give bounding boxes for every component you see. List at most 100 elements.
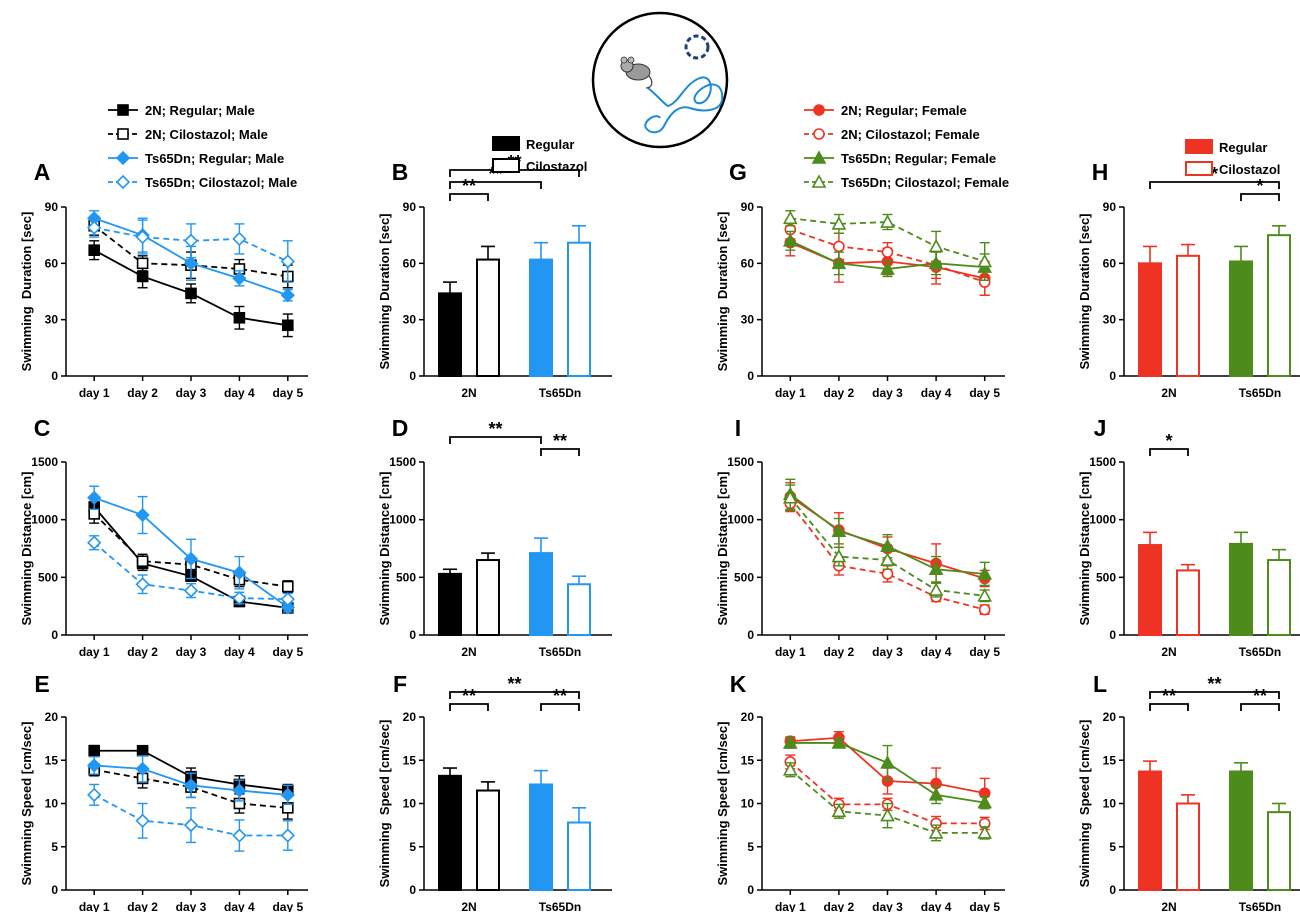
bracket-line (449, 193, 489, 201)
legend-label: 2N; Regular; Female (841, 103, 967, 118)
legend-label: Cilostazol (526, 159, 587, 174)
significance-bracket: * (1149, 164, 1280, 189)
significance-label: * (1165, 431, 1172, 451)
y-axis-label: Swimming Duration [sec] (377, 213, 392, 369)
legend-label: 2N; Cilostazol; Female (841, 127, 980, 142)
x-tick-label: day 2 (824, 645, 855, 659)
x-tick-label: day 5 (272, 900, 303, 912)
significance-bracket: ** (449, 176, 489, 201)
legend-marker (813, 104, 825, 116)
x-tick-label: day 2 (824, 386, 855, 400)
bar (1267, 234, 1291, 377)
panel-letter: L (1093, 671, 1107, 697)
bar-chart-l: L 0 5 10 15 20 Swimming Speed [cm/sec] 2N Ts65Dn… (1077, 671, 1300, 912)
x-tick-label: day 3 (176, 645, 207, 659)
panel-letter: B (392, 159, 409, 185)
bar-chart-f: F 0 5 10 15 20 Swimming Speed [cm/sec] 2N Ts65Dn… (377, 671, 612, 912)
series-3 (782, 210, 993, 281)
significance-label: * (1211, 164, 1218, 184)
data-point (782, 233, 798, 247)
legend-label: Regular (526, 137, 574, 152)
series-0 (88, 240, 294, 338)
x-tick-label: day 4 (224, 386, 255, 400)
x-group-label: Ts65Dn (1239, 645, 1281, 659)
y-tick-label: 90 (403, 200, 417, 214)
bar (1176, 254, 1200, 377)
legend-label: Regular (1219, 140, 1267, 155)
bar (529, 258, 553, 378)
data-point (977, 253, 993, 268)
panel-letter: C (34, 415, 51, 441)
y-tick-label: 30 (741, 313, 755, 327)
x-tick-label: day 2 (127, 386, 158, 400)
x-tick-label: day 4 (921, 645, 952, 659)
x-tick-label: day 3 (872, 900, 903, 912)
line-chart-a: A 0 30 60 90 Swimming Duration [sec] day 1 day … (19, 159, 308, 400)
bar (567, 583, 591, 637)
data-point (88, 744, 100, 757)
significance-label: ** (462, 176, 476, 196)
y-tick-label: 0 (1109, 883, 1116, 897)
data-point (135, 229, 150, 245)
bar (1138, 544, 1162, 636)
data-point (232, 231, 247, 247)
y-tick-label: 1500 (389, 455, 416, 469)
bar (1267, 811, 1291, 892)
bar (567, 241, 591, 377)
bar (529, 552, 553, 637)
panel-letter: D (392, 415, 409, 441)
y-tick-label: 0 (1109, 369, 1116, 383)
y-tick-label: 0 (747, 369, 754, 383)
data-point (977, 825, 993, 839)
x-tick-label: day 5 (969, 900, 1000, 912)
x-tick-label: day 3 (872, 645, 903, 659)
bracket-line (540, 703, 580, 711)
data-point (135, 507, 150, 523)
x-tick-label: day 2 (824, 900, 855, 912)
data-point (782, 490, 798, 504)
bar (476, 559, 500, 636)
significance-bracket: ** (1240, 686, 1280, 711)
y-tick-label: 0 (747, 883, 754, 897)
y-axis-label: Swimming Duration [sec] (19, 212, 34, 372)
data-point (880, 755, 895, 769)
y-tick-label: 60 (741, 256, 755, 270)
y-tick-label: 0 (51, 883, 58, 897)
bracket-line (449, 181, 542, 189)
bar-legend-bar_legend_female: Regular Cilostazol (1185, 139, 1280, 177)
bracket-line (1149, 703, 1189, 711)
y-tick-label: 5 (51, 840, 58, 854)
y-tick-label: 500 (38, 570, 58, 584)
bracket-line (1240, 703, 1280, 711)
y-tick-label: 1500 (1089, 455, 1116, 469)
data-point (136, 270, 149, 283)
data-point (233, 311, 246, 324)
series-2 (87, 485, 295, 615)
data-point (928, 561, 944, 576)
data-point (831, 548, 847, 563)
data-point (831, 803, 847, 818)
significance-label: ** (462, 686, 476, 706)
significance-label: ** (553, 431, 567, 451)
data-point (928, 825, 944, 839)
data-point (87, 758, 102, 773)
data-point (232, 565, 247, 580)
y-axis-label: Swimming Speed [cm/sec] (1077, 720, 1092, 888)
legend-label: Ts65Dn; Regular; Female (841, 151, 996, 166)
line-chart-g: G 0 30 60 90 Swimming Duration [sec] day 1 day … (715, 159, 1005, 400)
x-tick-label: day 4 (224, 900, 255, 912)
x-group-label: 2N (461, 645, 476, 659)
y-tick-label: 60 (403, 256, 417, 270)
significance-bracket: ** (449, 419, 542, 444)
data-point (87, 220, 102, 235)
y-tick-label: 10 (403, 797, 417, 811)
x-group-label: Ts65Dn (539, 386, 581, 400)
y-tick-label: 0 (747, 628, 754, 642)
line-chart-k: K 0 5 10 15 20 Swimming Speed [cm/sec] day 1 day… (715, 671, 1005, 912)
y-axis-label: Swimming Distance [cm] (377, 472, 392, 626)
x-group-label: 2N (461, 900, 476, 912)
series-2 (87, 755, 295, 806)
panel-letter: J (1094, 415, 1107, 441)
data-point (977, 588, 993, 602)
